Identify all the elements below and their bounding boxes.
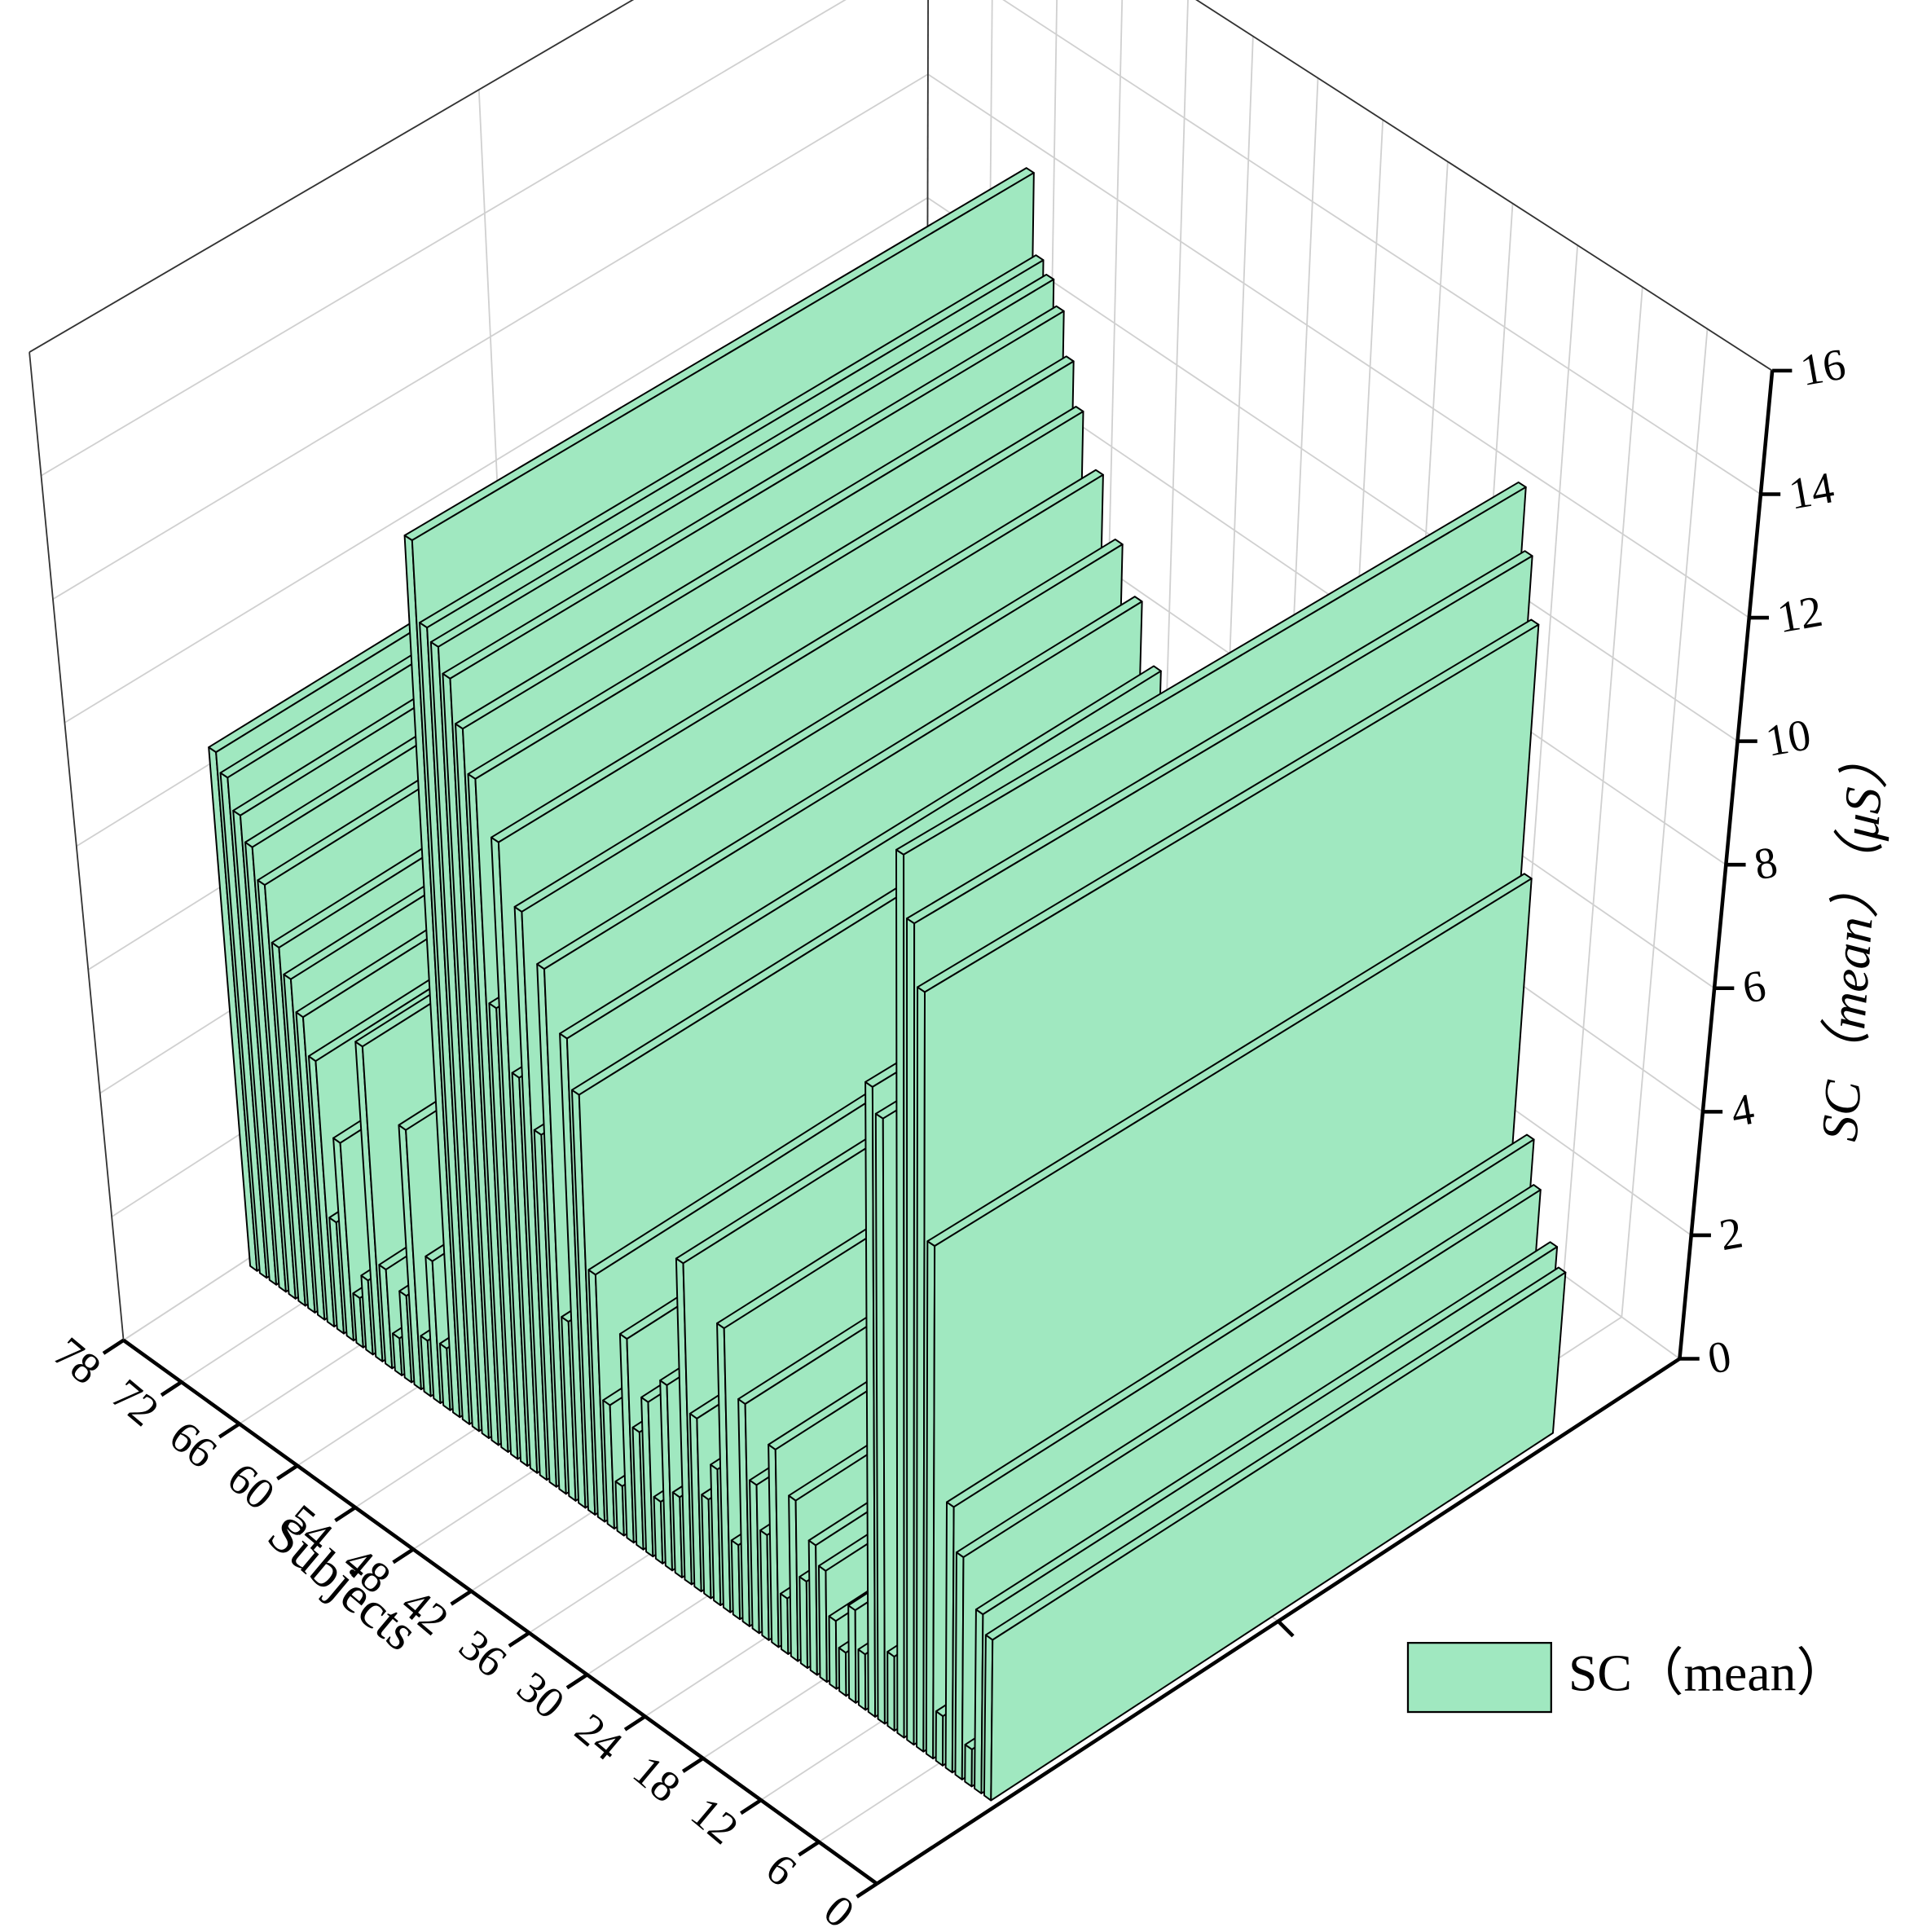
bar-end-face	[886, 1651, 895, 1732]
x-tick	[102, 1338, 125, 1355]
bars	[208, 167, 1567, 1802]
y-tick-label: 10	[1762, 709, 1815, 766]
legend-label: SC（mean）	[1568, 1644, 1848, 1702]
bar	[983, 1266, 1567, 1802]
box-edge	[29, 0, 635, 353]
y-axis-title: SC（mean）（μS）	[1810, 733, 1897, 1142]
x-tick-label: 18	[624, 1745, 690, 1812]
x-tick	[392, 1547, 415, 1565]
x-tick-label: 60	[218, 1453, 284, 1520]
x-tick	[681, 1756, 705, 1773]
x-tick	[565, 1673, 588, 1690]
x-tick-label: 30	[508, 1661, 574, 1728]
bar-front-face	[990, 1271, 1567, 1802]
y-tick-label: 0	[1704, 1331, 1734, 1384]
y-tick-label: 16	[1797, 339, 1849, 396]
x-tick-label: 12	[682, 1787, 748, 1854]
x-tick-label: 66	[161, 1410, 227, 1477]
x-tick	[798, 1840, 820, 1857]
y-tick-label: 12	[1774, 586, 1826, 643]
box-edge	[1195, 0, 1773, 372]
bar-end-face	[935, 1710, 944, 1767]
x-tick	[276, 1463, 299, 1481]
x-tick	[856, 1881, 878, 1899]
x-tick	[450, 1589, 473, 1606]
x-tick	[334, 1506, 357, 1523]
grid-line	[927, 73, 1750, 618]
grid-line	[927, 196, 1739, 742]
y-tick-label: 2	[1716, 1207, 1746, 1260]
y-tick-label: 14	[1785, 462, 1837, 519]
x-tick-label: 78	[45, 1327, 111, 1394]
x-tick	[160, 1380, 183, 1397]
grid-line	[1002, 0, 1762, 495]
x-tick	[218, 1422, 241, 1439]
x-axis-title: Subjects	[257, 1504, 429, 1661]
box-edge	[29, 352, 125, 1340]
bar-end-face	[895, 848, 905, 1739]
x-tick	[740, 1798, 763, 1815]
x-axis	[122, 1338, 878, 1886]
grid-line	[1621, 328, 1709, 1318]
y-tick-label: 6	[1739, 960, 1769, 1013]
legend-swatch	[1406, 1642, 1552, 1714]
grid-line	[29, 0, 635, 353]
x-tick	[623, 1714, 646, 1732]
x-tick-label: 36	[450, 1620, 516, 1687]
depth-tick	[1277, 1620, 1295, 1638]
y-tick-label: 8	[1750, 837, 1780, 890]
grid-line	[1563, 287, 1643, 1275]
x-tick-label: 6	[757, 1843, 806, 1895]
x-tick-label: 0	[815, 1885, 864, 1932]
x-tick-label: 72	[103, 1369, 169, 1436]
x-tick-label: 24	[566, 1703, 632, 1770]
bar-end-face	[964, 1744, 973, 1788]
y-tick-label: 4	[1727, 1084, 1757, 1137]
x-tick	[508, 1631, 530, 1648]
